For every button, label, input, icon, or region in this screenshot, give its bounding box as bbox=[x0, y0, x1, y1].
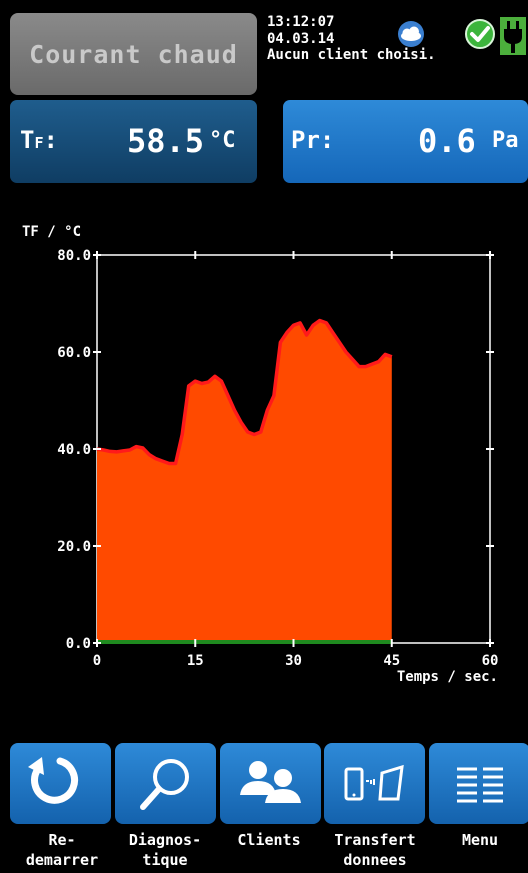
cloud-icon bbox=[398, 21, 424, 47]
y-tick-label: 60.0 bbox=[57, 345, 91, 361]
mode-label: Courant chaud bbox=[29, 39, 238, 69]
y-axis-title: TF / °C bbox=[22, 224, 81, 240]
menu-button[interactable] bbox=[429, 743, 528, 824]
x-tick-label: 30 bbox=[285, 653, 302, 669]
check-icon bbox=[465, 19, 495, 49]
status-block: 13:12:07 04.03.14 Aucun client choisi. bbox=[267, 14, 436, 64]
temperature-tile[interactable]: TF: 58.5 °C bbox=[10, 100, 257, 183]
y-tick-label: 0.0 bbox=[66, 636, 91, 652]
mode-button[interactable]: Courant chaud bbox=[10, 13, 257, 95]
client-status: Aucun client choisi. bbox=[267, 47, 436, 63]
temperature-value: 58.5 bbox=[127, 122, 205, 160]
diagnostique-button[interactable] bbox=[115, 743, 216, 824]
clients-label: Clients bbox=[214, 830, 324, 850]
redemarrer-label-line2: demarrer bbox=[25, 851, 99, 869]
y-tick-label: 40.0 bbox=[57, 442, 91, 458]
transfert-label: Transfert donnees bbox=[320, 830, 430, 870]
clients-label-line1: Clients bbox=[237, 831, 301, 849]
y-tick-label: 20.0 bbox=[57, 539, 91, 555]
x-tick-label: 15 bbox=[187, 653, 204, 669]
clients-button[interactable] bbox=[220, 743, 321, 824]
status-date: 04.03.14 bbox=[267, 30, 335, 47]
diagnostique-label-line2: tique bbox=[142, 851, 188, 869]
menu-label: Menu bbox=[425, 830, 528, 850]
redemarrer-label: Re-demarrer bbox=[7, 830, 117, 870]
pressure-unit: Pa bbox=[492, 128, 519, 153]
redemarrer-button[interactable] bbox=[10, 743, 111, 824]
transfer-icon bbox=[344, 764, 404, 801]
diagnostique-label-line1: Diagnos- bbox=[128, 831, 202, 849]
x-tick-label: 60 bbox=[482, 653, 499, 669]
redemarrer-label-line1: Re- bbox=[48, 831, 76, 849]
x-tick-label: 45 bbox=[383, 653, 400, 669]
temperature-chart: TF / °C 0.0 20.0 40.0 60.0 80.0 0 15 30 45 60Temps… bbox=[22, 224, 499, 685]
pressure-value: 0.6 bbox=[418, 122, 476, 160]
status-time: 13:12:07 bbox=[267, 14, 335, 30]
plug-icon bbox=[500, 17, 526, 55]
x-axis-title: Temps / sec. bbox=[397, 669, 498, 685]
transfert-label-line1: Transfert bbox=[334, 831, 416, 849]
pressure-tile[interactable]: Pr: 0.6 Pa bbox=[283, 100, 528, 183]
temperature-unit: °C bbox=[209, 128, 236, 153]
users-icon bbox=[240, 761, 301, 803]
pressure-label: Pr: bbox=[291, 126, 335, 154]
diagnostique-label: Diagnos-tique bbox=[110, 830, 220, 870]
menu-icon bbox=[457, 767, 503, 803]
temperature-label-main: T bbox=[20, 126, 35, 154]
transfert-label-line2: donnees bbox=[343, 851, 407, 869]
magnifier-icon bbox=[140, 759, 189, 810]
temperature-label-sub: F bbox=[34, 134, 44, 152]
x-tick-label: 0 bbox=[93, 653, 101, 669]
menu-label-line1: Menu bbox=[461, 831, 499, 849]
transfert-button[interactable] bbox=[324, 743, 425, 824]
temperature-label: TF: bbox=[20, 126, 58, 154]
temperature-label-colon: : bbox=[43, 126, 58, 154]
series-line bbox=[96, 318, 393, 466]
y-tick-label: 80.0 bbox=[57, 248, 91, 264]
restart-icon bbox=[28, 757, 79, 804]
series-area bbox=[97, 320, 392, 643]
